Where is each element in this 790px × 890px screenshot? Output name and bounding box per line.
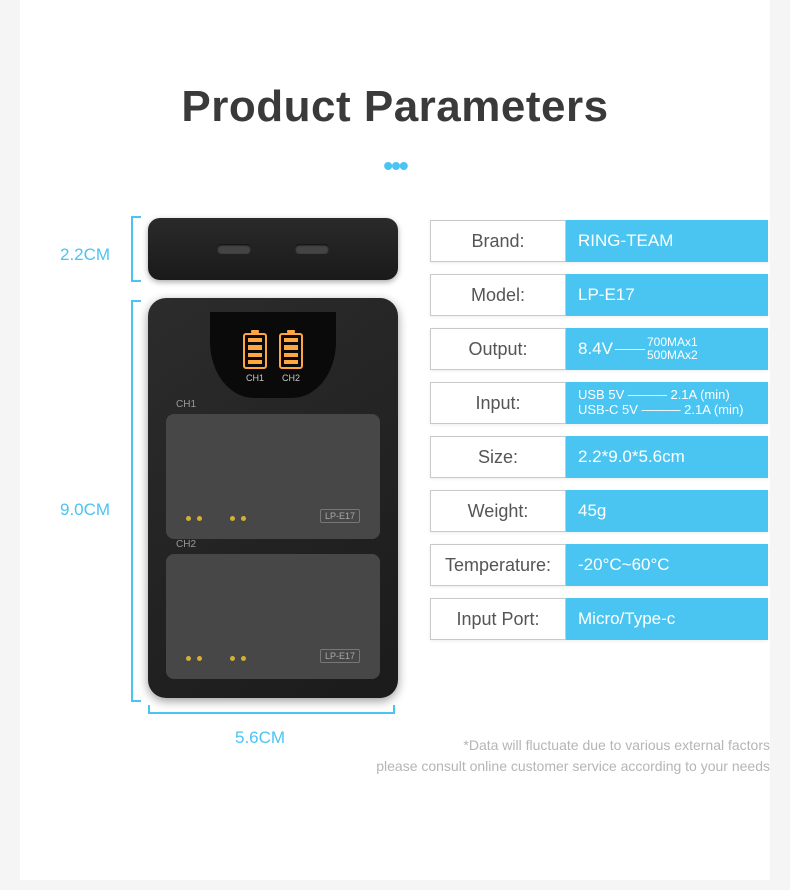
spec-value: 45g: [566, 490, 768, 532]
spec-key: Brand:: [430, 220, 566, 262]
channel-2-label: CH2: [282, 373, 300, 383]
footnote: *Data will fluctuate due to various exte…: [370, 735, 770, 777]
spec-row-size: Size: 2.2*9.0*5.6cm: [430, 436, 768, 478]
divider-dots: •••: [383, 150, 406, 182]
spec-value: -20°C~60°C: [566, 544, 768, 586]
dimension-bracket: [131, 216, 133, 282]
slot-model-label: LP-E17: [320, 509, 360, 523]
battery-icon: [243, 333, 267, 369]
dimension-bracket: [131, 300, 133, 702]
spec-key: Input:: [430, 382, 566, 424]
usb-c-port-icon: [295, 244, 329, 254]
channel-1-indicator: CH1: [243, 333, 267, 383]
dimension-bracket: [148, 712, 395, 714]
charger-side-view: [148, 218, 398, 280]
spec-value: Micro/Type-c: [566, 598, 768, 640]
micro-usb-port-icon: [217, 244, 251, 254]
battery-icon: [279, 333, 303, 369]
channel-1-label: CH1: [246, 373, 264, 383]
charger-top-view: CH1 CH2 CH1 LP-E17 CH2: [148, 298, 398, 698]
slot-2-label: CH2: [176, 539, 196, 550]
page-title: Product Parameters: [20, 82, 770, 132]
spec-row-output: Output: 8.4V 700MAx1 500MAx2: [430, 328, 768, 370]
spec-key: Size:: [430, 436, 566, 478]
spec-row-brand: Brand: RING-TEAM: [430, 220, 768, 262]
contact-pins: [186, 656, 246, 661]
spec-table: Brand: RING-TEAM Model: LP-E17 Output: 8…: [430, 220, 768, 652]
spec-key: Weight:: [430, 490, 566, 532]
spec-value: USB 5V ——— 2.1A (min) USB-C 5V ——— 2.1A …: [566, 382, 768, 424]
spec-row-model: Model: LP-E17: [430, 274, 768, 316]
spec-value: RING-TEAM: [566, 220, 768, 262]
contact-pins: [186, 516, 246, 521]
battery-slot-1: CH1 LP-E17: [166, 414, 380, 539]
dimension-width: 5.6CM: [235, 728, 285, 748]
spec-row-input-port: Input Port: Micro/Type-c: [430, 598, 768, 640]
spec-value: LP-E17: [566, 274, 768, 316]
charge-status-display: CH1 CH2: [210, 312, 336, 398]
spec-value: 2.2*9.0*5.6cm: [566, 436, 768, 478]
spec-key: Model:: [430, 274, 566, 316]
spec-value: 8.4V 700MAx1 500MAx2: [566, 328, 768, 370]
card: Product Parameters ••• 2.2CM 9.0CM 5.6CM…: [20, 0, 770, 880]
spec-row-weight: Weight: 45g: [430, 490, 768, 532]
spec-key: Output:: [430, 328, 566, 370]
spec-row-temperature: Temperature: -20°C~60°C: [430, 544, 768, 586]
battery-slot-2: CH2 LP-E17: [166, 554, 380, 679]
channel-2-indicator: CH2: [279, 333, 303, 383]
dimension-side-height: 2.2CM: [60, 245, 110, 265]
footnote-line: *Data will fluctuate due to various exte…: [370, 735, 770, 756]
footnote-line: please consult online customer service a…: [370, 756, 770, 777]
spec-row-input: Input: USB 5V ——— 2.1A (min) USB-C 5V ——…: [430, 382, 768, 424]
slot-1-label: CH1: [176, 399, 196, 410]
spec-key: Temperature:: [430, 544, 566, 586]
slot-model-label: LP-E17: [320, 649, 360, 663]
product-illustration: 2.2CM 9.0CM 5.6CM CH1 CH2 CH1: [60, 210, 420, 770]
dimension-front-height: 9.0CM: [60, 500, 110, 520]
spec-key: Input Port:: [430, 598, 566, 640]
